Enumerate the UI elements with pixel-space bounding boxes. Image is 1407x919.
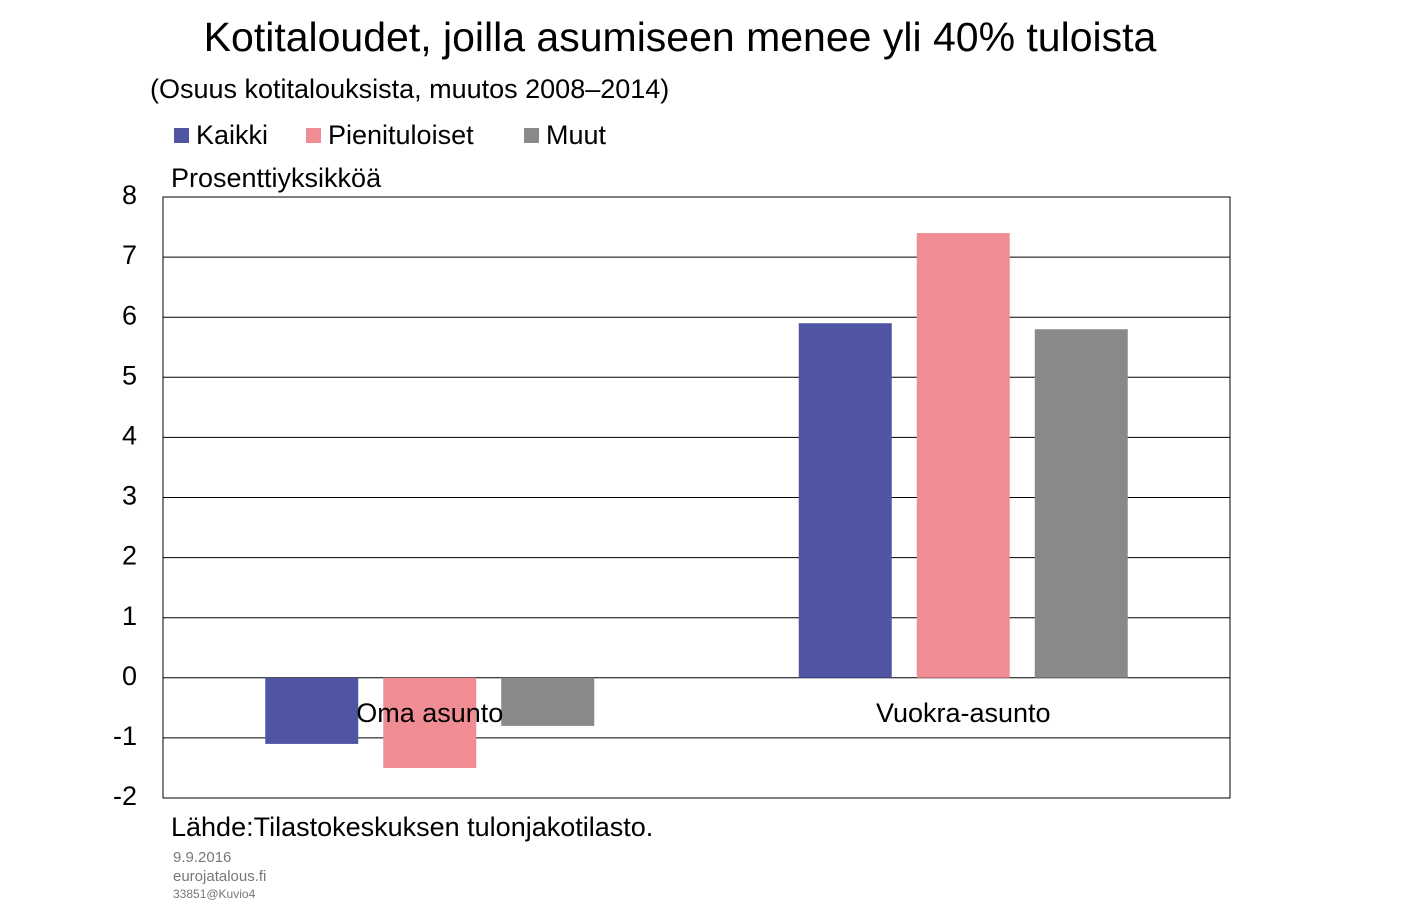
- legend-swatch: [174, 128, 189, 143]
- bar: [501, 677, 595, 726]
- source: Lähde:Tilastokeskuksen tulonjakotilasto.: [171, 812, 653, 842]
- y-tick-label: -2: [113, 781, 137, 811]
- chart-title: Kotitaloudet, joilla asumiseen menee yli…: [204, 14, 1157, 60]
- bar: [383, 677, 477, 768]
- y-tick-label: 4: [122, 421, 137, 451]
- y-tick-label: 1: [122, 601, 137, 631]
- y-tick-label: -1: [113, 721, 137, 751]
- site: eurojatalous.fi: [173, 868, 266, 885]
- y-tick-label: 2: [122, 541, 137, 571]
- bar: [916, 233, 1010, 678]
- x-tick-label: Vuokra-asunto: [876, 698, 1051, 728]
- y-tick-label: 5: [122, 360, 137, 390]
- bar: [1034, 329, 1128, 678]
- bar: [798, 323, 892, 678]
- x-tick-label: Oma asunto: [356, 698, 503, 728]
- y-tick-label: 6: [122, 300, 137, 330]
- y-tick-label: 0: [122, 661, 137, 691]
- legend-label: Kaikki: [196, 120, 268, 150]
- code: 33851@Kuvio4: [173, 887, 256, 901]
- legend-label: Muut: [546, 120, 607, 150]
- chart-subtitle: (Osuus kotitalouksista, muutos 2008–2014…: [150, 74, 669, 104]
- date: 9.9.2016: [173, 849, 231, 866]
- y-tick-label: 7: [122, 240, 137, 270]
- y-axis-label: Prosenttiyksikköä: [171, 163, 382, 193]
- legend-label: Pienituloiset: [328, 120, 474, 150]
- y-tick-label: 8: [122, 180, 137, 210]
- plot-border: [162, 196, 1231, 799]
- legend-swatch: [524, 128, 539, 143]
- legend-swatch: [306, 128, 321, 143]
- y-tick-label: 3: [122, 481, 137, 511]
- bar: [265, 677, 359, 744]
